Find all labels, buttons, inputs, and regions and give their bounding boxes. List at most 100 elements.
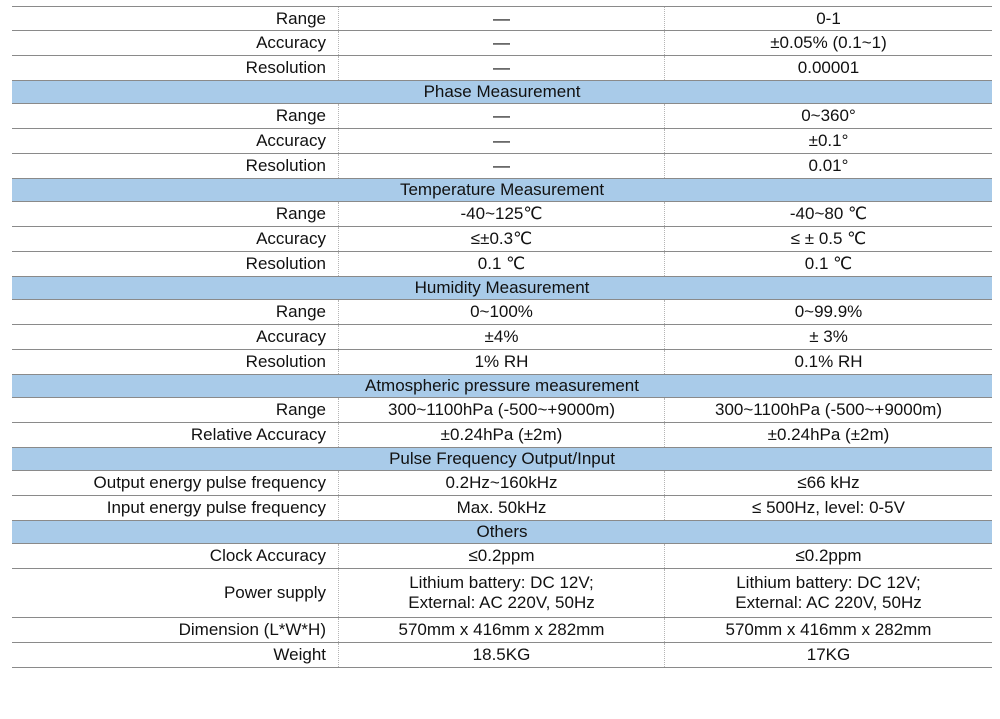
col1-value: 570mm x 416mm x 282mm [398, 620, 605, 639]
table-row: Resolution 1% RH 0.1% RH [12, 350, 992, 375]
col2-value: 0.01° [808, 156, 849, 175]
row-label: Resolution [245, 156, 326, 175]
table-row: Accuracy — ±0.1° [12, 129, 992, 154]
col1-value-cell: Lithium battery: DC 12V; External: AC 22… [338, 569, 664, 617]
col2-value-cell: ±0.05% (0.1~1) [664, 31, 992, 55]
col2-value-cell: ≤ ± 0.5 ℃ [664, 227, 992, 251]
col1-value: 0~100% [470, 302, 533, 321]
col1-value: Max. 50kHz [456, 498, 547, 517]
col1-value: ±4% [484, 327, 519, 346]
col2-value: ± 3% [809, 327, 848, 346]
section-header-row: Temperature Measurement [12, 179, 992, 202]
table-row: Range — 0~360° [12, 104, 992, 129]
row-label: Accuracy [256, 131, 326, 150]
section-header-row: Phase Measurement [12, 81, 992, 104]
col2-value-cell: 0~99.9% [664, 300, 992, 324]
col2-value: ≤66 kHz [797, 473, 860, 492]
col1-value: 18.5KG [472, 645, 531, 664]
section-title: Temperature Measurement [399, 180, 605, 199]
col2-value: ±0.05% (0.1~1) [770, 33, 887, 52]
table-row: Dimension (L*W*H) 570mm x 416mm x 282mm 57… [12, 618, 992, 643]
col1-value: ≤±0.3℃ [470, 229, 533, 248]
col1-value: 300~1100hPa (-500~+9000m) [387, 400, 615, 419]
col2-value-cell: 17KG [664, 643, 992, 667]
row-label: Accuracy [256, 327, 326, 346]
col2-value-cell: ≤0.2ppm [664, 544, 992, 568]
col2-value: 0.1 ℃ [804, 254, 853, 273]
table-row: Range -40~125℃ -40~80 ℃ [12, 202, 992, 227]
col1-value: — [493, 8, 510, 28]
row-label: Range [275, 204, 326, 223]
col1-value: ≤0.2ppm [468, 546, 535, 565]
col1-value-cell: 570mm x 416mm x 282mm [338, 618, 664, 642]
col1-value-cell: — [338, 7, 664, 30]
col2-value: 0.00001 [797, 58, 860, 77]
table-row: Weight 18.5KG 17KG [12, 643, 992, 668]
col2-value: 0-1 [816, 8, 841, 28]
col1-value-cell: Max. 50kHz [338, 496, 664, 520]
col2-value: 0~99.9% [794, 302, 863, 321]
col1-value: 0.2Hz~160kHz [445, 473, 558, 492]
col2-value-cell: 0~360° [664, 104, 992, 128]
row-label: Weight [273, 645, 326, 664]
col2-value-cell: ±0.1° [664, 129, 992, 153]
col1-value: ±0.24hPa (±2m) [440, 425, 563, 444]
col1-value: — [493, 33, 510, 52]
col2-value-cell: 0.1 ℃ [664, 252, 992, 276]
row-label: Input energy pulse frequency [106, 498, 326, 517]
table-row: Accuracy — ±0.05% (0.1~1) [12, 31, 992, 56]
col2-value-cell: ±0.24hPa (±2m) [664, 423, 992, 447]
section-title: Pulse Frequency Output/Input [389, 449, 615, 468]
col1-value: 0.1 ℃ [477, 254, 526, 273]
table-row: Range — 0-1 [12, 6, 992, 31]
col2-value: ≤ 500Hz, level: 0-5V [752, 498, 905, 517]
row-label: Accuracy [256, 33, 326, 52]
row-label: Resolution [245, 352, 326, 371]
section-title: Atmospheric pressure measurement [364, 376, 639, 395]
row-label: Clock Accuracy [209, 546, 326, 565]
table-row: Range 300~1100hPa (-500~+9000m) 300~1100hP… [12, 398, 992, 423]
table-row: Relative Accuracy ±0.24hPa (±2m) ±0.24hPa … [12, 423, 992, 448]
table-row: Power supply Lithium battery: DC 12V; Ext… [12, 569, 992, 618]
table-row: Resolution — 0.01° [12, 154, 992, 179]
col2-value-cell: 0-1 [664, 7, 992, 30]
col1-value-cell: 0~100% [338, 300, 664, 324]
section-title: Phase Measurement [423, 82, 581, 101]
col1-value-cell: ≤0.2ppm [338, 544, 664, 568]
col1-value: -40~125℃ [460, 204, 543, 223]
col2-value-cell: 0.01° [664, 154, 992, 178]
col1-value: 1% RH [474, 352, 529, 371]
col2-value: 17KG [806, 645, 851, 664]
col2-value: Lithium battery: DC 12V; External: AC 22… [735, 573, 922, 612]
section-header-row: Atmospheric pressure measurement [12, 375, 992, 398]
row-label: Range [275, 302, 326, 321]
col2-value: ≤0.2ppm [795, 546, 862, 565]
col1-value-cell: 0.1 ℃ [338, 252, 664, 276]
row-label: Power supply [223, 583, 326, 602]
section-header-row: Others [12, 521, 992, 544]
table-row: Range 0~100% 0~99.9% [12, 300, 992, 325]
table-row: Input energy pulse frequency Max. 50kHz ≤ … [12, 496, 992, 521]
col1-value-cell: 300~1100hPa (-500~+9000m) [338, 398, 664, 422]
col1-value: Lithium battery: DC 12V; External: AC 22… [408, 573, 595, 612]
col1-value-cell: ≤±0.3℃ [338, 227, 664, 251]
col2-value: 0.1% RH [794, 352, 863, 371]
col2-value-cell: -40~80 ℃ [664, 202, 992, 226]
row-label: Range [275, 8, 326, 28]
col2-value: 300~1100hPa (-500~+9000m) [714, 400, 942, 419]
col2-value-cell: 300~1100hPa (-500~+9000m) [664, 398, 992, 422]
col1-value-cell: — [338, 56, 664, 80]
table-row: Accuracy ±4% ± 3% [12, 325, 992, 350]
col2-value-cell: 0.00001 [664, 56, 992, 80]
col1-value-cell: ±0.24hPa (±2m) [338, 423, 664, 447]
section-header-row: Humidity Measurement [12, 277, 992, 300]
row-label: Resolution [245, 58, 326, 77]
col1-value-cell: 1% RH [338, 350, 664, 374]
col2-value-cell: ≤ 500Hz, level: 0-5V [664, 496, 992, 520]
row-label: Accuracy [256, 229, 326, 248]
col1-value-cell: — [338, 154, 664, 178]
table-row: Accuracy ≤±0.3℃ ≤ ± 0.5 ℃ [12, 227, 992, 252]
col2-value-cell: 0.1% RH [664, 350, 992, 374]
col2-value: 0~360° [801, 106, 856, 125]
col1-value: — [493, 58, 510, 77]
